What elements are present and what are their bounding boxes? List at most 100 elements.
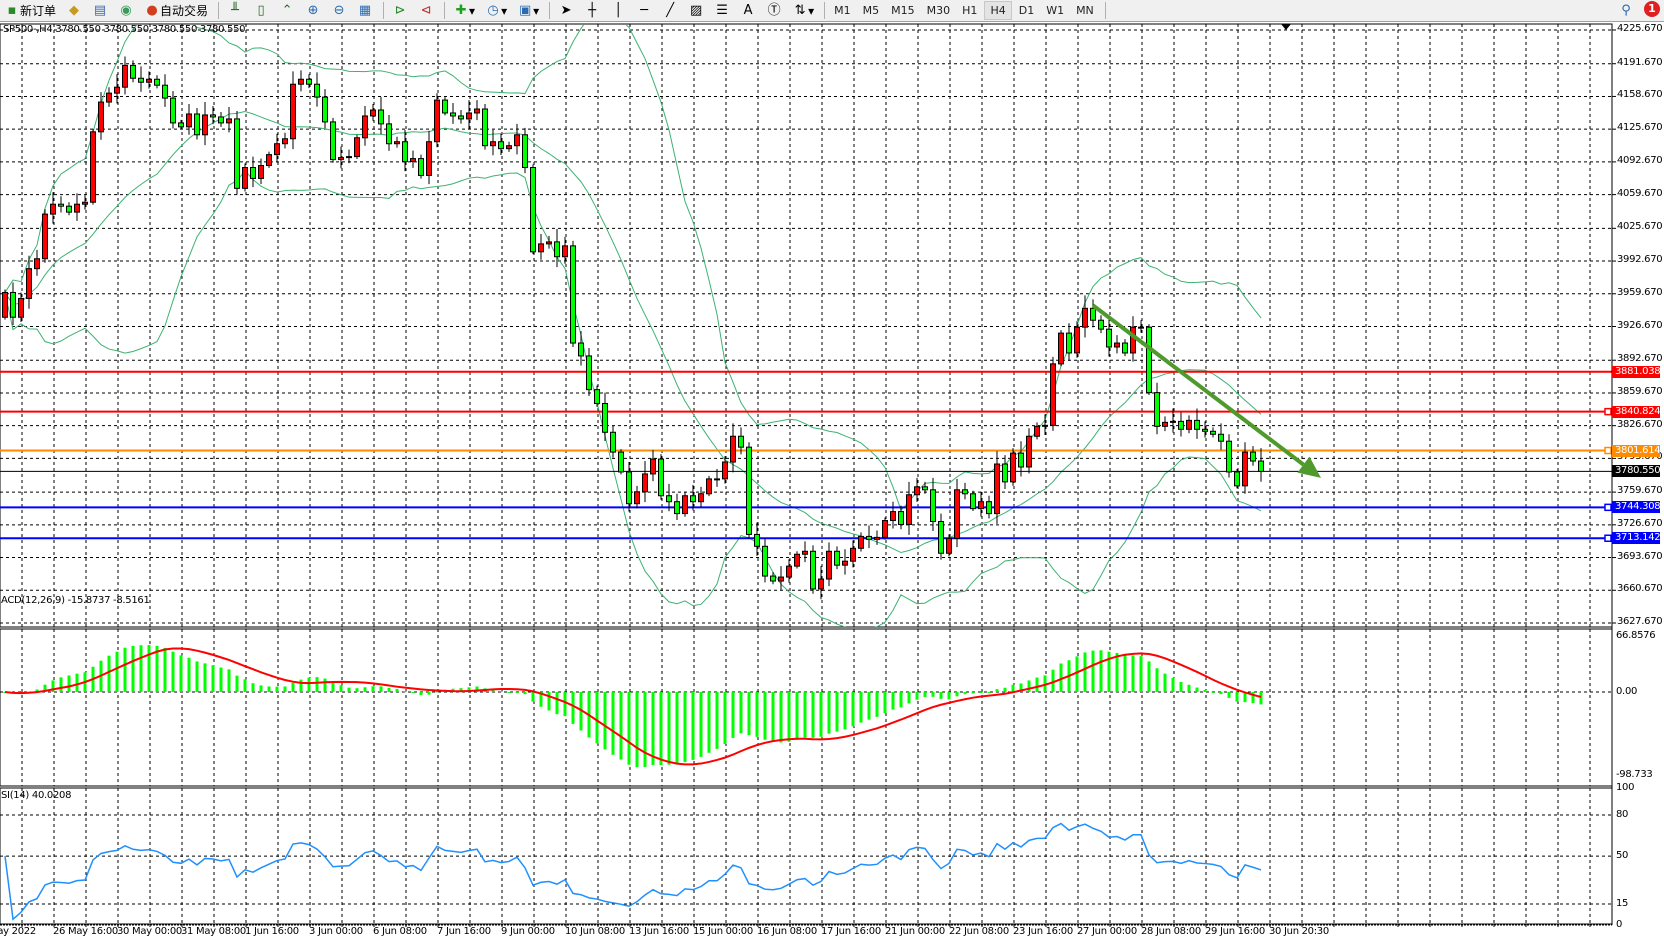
auto-scroll-button[interactable]: ⊲ — [414, 1, 438, 20]
timeframe-mn-button[interactable]: MN — [1076, 4, 1094, 17]
auto-trading-button[interactable]: ● 自动交易 — [140, 1, 212, 20]
candle-body — [786, 565, 792, 578]
fibonacci-fan-button[interactable]: ▨ — [684, 1, 708, 20]
crosshair-button[interactable]: ┼ — [580, 1, 604, 20]
price-label: 3859.670 — [1617, 385, 1663, 397]
timeframe-m5-button[interactable]: M5 — [862, 4, 880, 17]
candle-body — [338, 157, 344, 161]
candle-body — [154, 78, 160, 86]
timeframe-m1-button[interactable]: M1 — [834, 4, 851, 17]
bollinger-middle-band — [4, 111, 1262, 554]
macd-histogram-bar — [419, 692, 423, 696]
macd-histogram-bar — [387, 687, 391, 692]
candle-body — [682, 495, 688, 515]
bar-chart-button[interactable]: ╨ — [223, 1, 247, 20]
macd-histogram-bar — [179, 655, 183, 692]
new-order-button[interactable]: ▪ 新订单 — [0, 1, 60, 20]
history-button[interactable]: ◆ — [62, 1, 86, 20]
arrows-button[interactable]: ⇅ ▾ — [788, 1, 818, 20]
chart-shift-button[interactable]: ⊳ — [388, 1, 412, 20]
toolbar-separator — [218, 2, 220, 19]
candle-body — [642, 473, 648, 493]
cursor-button[interactable]: ➤ — [554, 1, 578, 20]
zoom-out-button[interactable]: ⊖ — [327, 1, 351, 20]
macd-histogram-bar — [1003, 687, 1007, 692]
candlestick-button[interactable]: ▯ — [249, 1, 273, 20]
fibonacci-retracement-button[interactable]: ☰ — [710, 1, 734, 20]
price-label: 3627.670 — [1617, 616, 1663, 627]
trendline-button[interactable]: ╱ — [658, 1, 682, 20]
macd-histogram-bar — [507, 691, 511, 693]
time-label: 26 May 16:00 — [53, 926, 118, 937]
text-label-button[interactable]: Ⓣ — [762, 1, 786, 20]
macd-histogram-bar — [395, 688, 399, 692]
candle-body — [186, 113, 192, 128]
text-button[interactable]: A — [736, 1, 760, 20]
macd-histogram-bar — [771, 692, 775, 742]
trend-arrow-head — [1297, 456, 1321, 478]
rsi-scale-label: 0 — [1616, 918, 1623, 930]
rsi-legend: SI(14) 40.0208 — [1, 790, 72, 801]
signal-button[interactable]: ◉ — [114, 1, 138, 20]
time-label: 22 Jun 08:00 — [949, 926, 1009, 937]
macd-histogram-bar — [675, 692, 679, 765]
candle-body — [594, 389, 600, 405]
price-label: 3660.670 — [1617, 583, 1663, 595]
candle-body — [570, 245, 576, 344]
main-pane — [0, 23, 1613, 628]
candle-body — [266, 154, 272, 167]
timeframe-m30-button[interactable]: M30 — [926, 4, 951, 17]
time-label: 17 Jun 16:00 — [821, 926, 881, 937]
timeframe-h1-button[interactable]: H1 — [962, 4, 978, 17]
periods-button[interactable]: ◷ ▾ — [481, 1, 511, 20]
rsi-scale-label: 100 — [1616, 781, 1635, 793]
macd-histogram-bar — [539, 692, 543, 707]
terminal-button[interactable]: ▤ — [88, 1, 112, 20]
candle-body — [762, 545, 768, 577]
macd-histogram-bar — [355, 688, 359, 692]
templates-icon: ▣ — [518, 2, 532, 18]
candle-body — [138, 77, 144, 83]
macd-histogram-bar — [131, 645, 135, 692]
candle-body — [1002, 463, 1008, 483]
candle-body — [914, 486, 920, 496]
timeframe-w1-button[interactable]: W1 — [1046, 4, 1065, 17]
horizontal-line-button[interactable]: ─ — [632, 1, 656, 20]
macd-histogram-bar — [819, 692, 823, 737]
level-price-label: 3801.614 — [1612, 444, 1661, 457]
candle-body — [274, 143, 280, 156]
price-label: 4191.670 — [1617, 56, 1663, 68]
macd-histogram-bar — [1059, 663, 1063, 692]
price-label: 3826.670 — [1617, 418, 1663, 430]
candle-body — [946, 537, 952, 554]
macd-histogram-bar — [859, 692, 863, 723]
macd-histogram-bar — [411, 692, 415, 693]
candle-body — [290, 83, 296, 140]
macd-histogram-bar — [75, 673, 79, 692]
templates-button[interactable]: ▣ ▾ — [518, 2, 540, 18]
notification-badge[interactable]: 1 — [1644, 1, 1660, 17]
zoom-in-button[interactable]: ⊕ — [301, 1, 325, 20]
candle-body — [170, 97, 176, 124]
crosshair-icon: ┼ — [588, 2, 597, 18]
macd-histogram-bar — [923, 692, 927, 697]
search-button[interactable]: ⚲ — [1614, 1, 1638, 20]
timeframe-h4-button[interactable]: H4 — [984, 1, 1012, 20]
candle-body — [210, 114, 216, 118]
macd-histogram-bar — [835, 692, 839, 732]
macd-histogram-bar — [795, 692, 799, 740]
line-chart-button[interactable]: ⌃ — [275, 1, 299, 20]
vertical-line-button[interactable]: │ — [606, 1, 630, 20]
candle-body — [546, 241, 552, 245]
candle-body — [962, 489, 968, 495]
signal-icon: ◉ — [120, 2, 132, 18]
indicators-button[interactable]: ✚ ▾ — [449, 1, 479, 20]
macd-histogram-bar — [683, 692, 687, 763]
macd-histogram-bar — [171, 651, 175, 692]
timeframe-m15-button[interactable]: M15 — [891, 4, 915, 17]
bar-chart-icon: ╨ — [231, 2, 239, 18]
timeframe-d1-button[interactable]: D1 — [1018, 4, 1035, 17]
tile-windows-button[interactable]: ▦ — [353, 1, 377, 20]
rsi-scale-label: 15 — [1616, 898, 1629, 909]
